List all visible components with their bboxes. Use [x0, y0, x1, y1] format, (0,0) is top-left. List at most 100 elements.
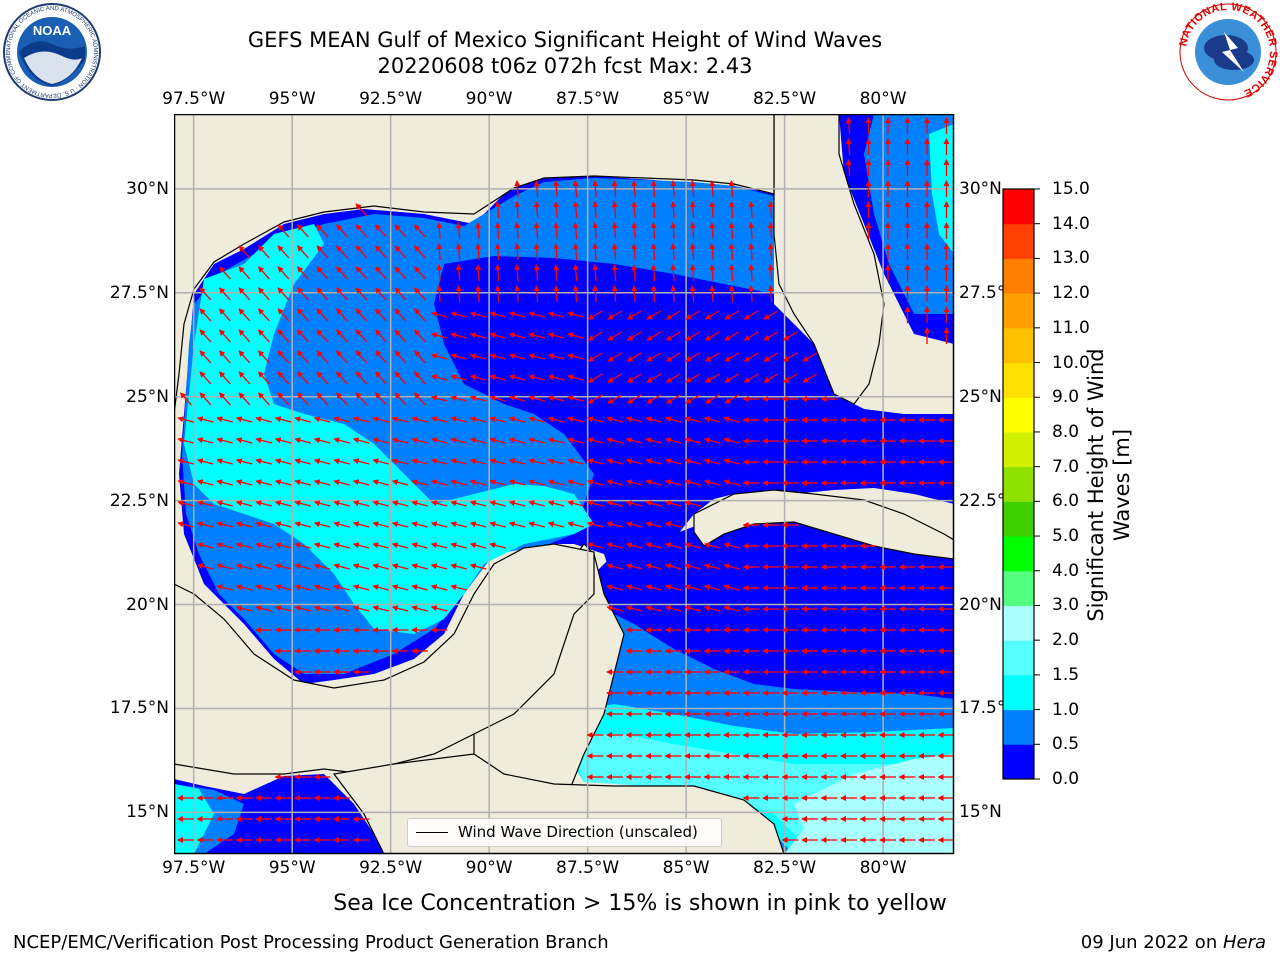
lon-label-bottom: 90°W [465, 858, 513, 878]
wave-direction-arrow [587, 310, 603, 320]
lon-label-top: 82.5°W [753, 89, 817, 109]
wave-direction-arrow [587, 373, 603, 383]
wave-direction-arrow [313, 542, 331, 549]
wave-direction-arrow [670, 264, 677, 282]
wave-direction-arrow [567, 437, 584, 444]
wave-direction-arrow [586, 500, 604, 507]
colorbar-segment [1003, 223, 1034, 259]
wave-direction-arrow [533, 201, 540, 219]
wave-direction-arrow [336, 308, 348, 322]
wave-direction-arrow [414, 371, 426, 385]
wave-direction-arrow [316, 287, 329, 301]
wave-direction-arrow [294, 605, 311, 612]
wave-direction-arrow [216, 479, 233, 486]
wave-direction-arrow [704, 394, 720, 404]
wave-direction-arrow [631, 222, 638, 240]
wave-direction-arrow [391, 605, 409, 612]
wave-direction-arrow [684, 542, 701, 549]
wave-direction-arrow [689, 285, 696, 303]
colorbar-tick-label: 11.0 [1052, 317, 1090, 338]
wave-direction-arrow [333, 479, 350, 486]
wave-direction-arrow [255, 521, 272, 528]
wave-direction-arrow [547, 416, 565, 423]
wave-direction-arrow [372, 458, 389, 465]
wave-direction-arrow [450, 479, 467, 486]
wave-direction-arrow [196, 521, 214, 528]
wave-direction-arrow [606, 563, 623, 570]
wave-direction-arrow [703, 584, 721, 591]
wave-direction-arrow [547, 458, 565, 465]
lat-label-right: 20°N [959, 594, 1002, 615]
wave-direction-arrow [703, 416, 721, 423]
wave-direction-arrow [394, 350, 407, 364]
wave-direction-arrow [297, 350, 309, 364]
wave-direction-arrow [455, 222, 462, 240]
wave-direction-arrow [606, 500, 623, 507]
wave-direction-arrow [333, 563, 350, 570]
wave-direction-arrow [533, 180, 540, 198]
wave-direction-arrow [611, 264, 618, 282]
wave-direction-arrow [665, 373, 681, 383]
wave-direction-arrow [274, 479, 292, 486]
wave-direction-arrow [572, 201, 579, 219]
legend-line-sample [416, 832, 448, 833]
wave-direction-arrow [709, 285, 716, 303]
wave-direction-arrow [724, 331, 740, 341]
colorbar-tick-label: 9.0 [1052, 387, 1080, 408]
wave-direction-arrow [528, 458, 545, 465]
wave-direction-arrow [724, 310, 740, 320]
wave-direction-arrow [547, 374, 565, 381]
wave-direction-arrow [391, 542, 409, 549]
wave-direction-arrow [436, 243, 443, 261]
wave-direction-arrow [294, 416, 311, 423]
wave-direction-arrow [703, 437, 721, 444]
lon-label-top: 80°W [859, 89, 907, 109]
wave-direction-arrow [782, 373, 798, 383]
colorbar [1002, 188, 1040, 780]
wave-direction-arrow [355, 371, 368, 385]
colorbar-tick-label: 15.0 [1052, 179, 1090, 199]
wave-direction-arrow [469, 500, 487, 507]
wave-direction-arrow [238, 266, 251, 280]
wave-direction-arrow [313, 416, 331, 423]
wave-direction-arrow [430, 332, 448, 339]
wave-direction-arrow [177, 458, 194, 465]
wave-direction-arrow [391, 521, 409, 528]
lon-label-bottom: 82.5°W [753, 858, 817, 878]
wave-direction-arrow [219, 266, 231, 280]
wave-direction-arrow [372, 605, 389, 612]
wave-direction-arrow [724, 394, 740, 404]
wave-direction-arrow [294, 437, 311, 444]
wave-direction-arrow [724, 373, 740, 383]
wave-direction-arrow [489, 374, 506, 381]
wave-direction-arrow [333, 500, 350, 507]
map-legend: Wind Wave Direction (unscaled) [407, 818, 722, 847]
wave-direction-arrow [606, 605, 623, 612]
wave-direction-arrow [625, 542, 643, 549]
wave-direction-arrow [625, 416, 643, 423]
wave-direction-arrow [743, 310, 759, 320]
wave-direction-arrow [606, 479, 623, 486]
wave-direction-arrow [372, 479, 389, 486]
wave-direction-arrow [625, 605, 643, 612]
wave-direction-arrow [411, 479, 428, 486]
wave-direction-arrow [469, 563, 487, 570]
colorbar-segment [1003, 327, 1034, 364]
wave-direction-arrow [411, 437, 428, 444]
wave-direction-arrow [514, 222, 521, 240]
wave-direction-arrow [258, 287, 270, 301]
wave-direction-arrow [177, 437, 194, 444]
wave-direction-arrow [508, 416, 526, 423]
wave-direction-arrow [728, 222, 735, 240]
wave-direction-arrow [533, 222, 540, 240]
lat-label-right: 15°N [959, 802, 1002, 823]
wave-direction-arrow [274, 542, 292, 549]
colorbar-segment [1003, 189, 1034, 225]
wave-direction-arrow [450, 584, 467, 591]
lon-label-bottom: 95°W [268, 858, 316, 878]
noaa-logo: NOAA NATIONAL OCEANIC AND ATMOSPHERIC AD… [2, 2, 101, 101]
colorbar-segment [1003, 501, 1034, 537]
wave-direction-arrow [196, 542, 214, 549]
wave-direction-arrow [313, 458, 331, 465]
wave-direction-arrow [238, 287, 251, 301]
